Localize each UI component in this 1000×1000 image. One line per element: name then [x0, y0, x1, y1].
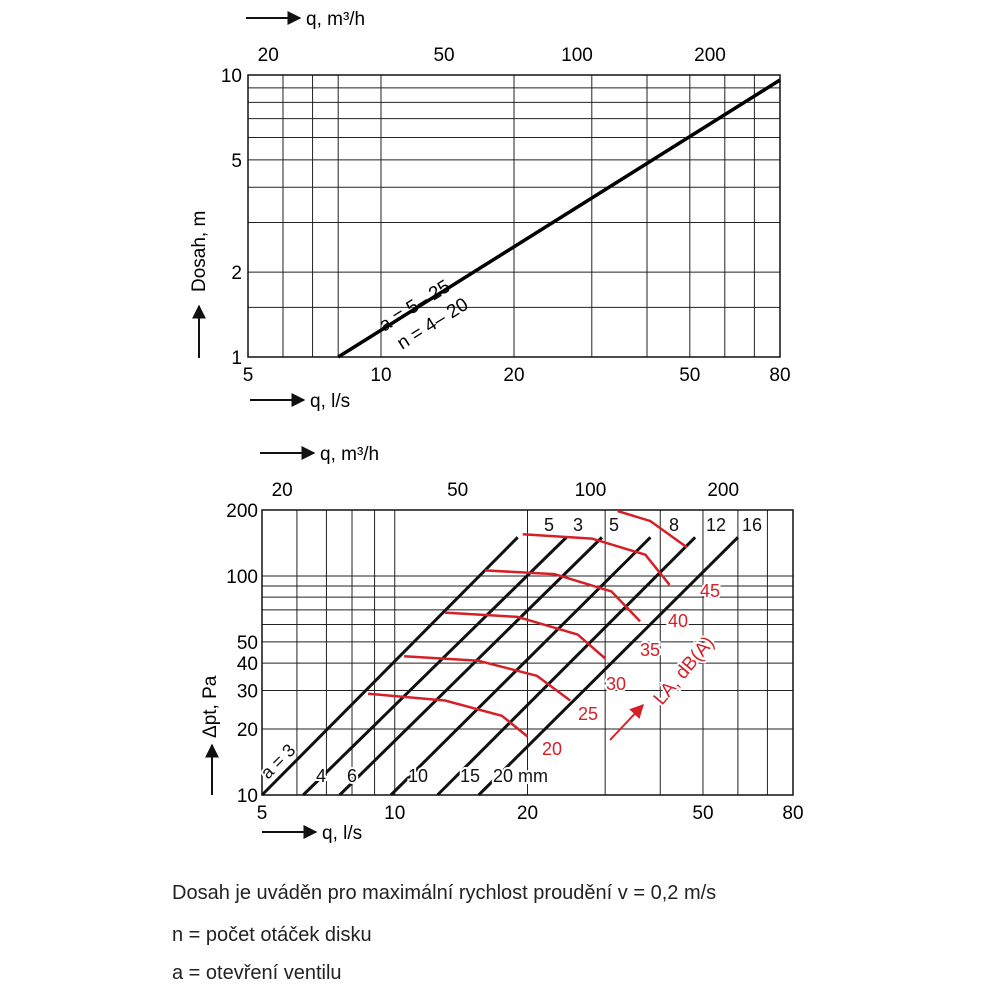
- top-tick-label: 100: [575, 480, 607, 501]
- sound-curve-30: [444, 611, 607, 660]
- opening-top-label: 5: [609, 515, 619, 535]
- note-range-condition: Dosah je uváděn pro maximální rychlost p…: [172, 882, 717, 904]
- opening-line-1: [302, 536, 568, 797]
- sound-curve-45: [617, 509, 688, 549]
- sound-curve-20: [367, 692, 529, 738]
- sound-axis-arrow: [609, 703, 644, 741]
- plot-frame: [261, 509, 794, 796]
- sound-curve-label: 40: [668, 611, 688, 631]
- opening-top-label: 5: [544, 515, 554, 535]
- sound-curve-label: 35: [640, 640, 660, 660]
- sound-curve-label: 45: [700, 581, 720, 601]
- opening-lines: a = 3 4 6 10 15 20 mm5 3 5 8 12 16: [255, 513, 764, 797]
- left-axis-label: Dosah, m: [189, 211, 210, 292]
- y-tick-label: 40: [237, 654, 258, 675]
- y-tick-label: 5: [231, 151, 242, 172]
- y-tick-label: 30: [237, 681, 258, 702]
- x-tick-label: 10: [384, 803, 405, 824]
- sound-curve-label: 25: [578, 704, 598, 724]
- top-axis-label: q, m³/h: [320, 444, 379, 465]
- top-tick-label: 50: [433, 45, 454, 66]
- opening-top-label: 3: [573, 515, 583, 535]
- top-tick-label: 100: [561, 45, 593, 66]
- opening-line-5: [477, 536, 739, 797]
- opening-top-label: 8: [669, 515, 679, 535]
- x-tick-label: 50: [692, 803, 713, 824]
- x-tick-label: 5: [243, 365, 254, 386]
- opening-line-3: [389, 536, 652, 797]
- top-tick-label: 200: [707, 480, 739, 501]
- x-tick-label: 80: [769, 365, 790, 386]
- y-tick-label: 2: [231, 263, 242, 284]
- y-tick-label: 200: [226, 501, 258, 522]
- x-tick-label: 5: [257, 803, 268, 824]
- bottom-axis-label: q, l/s: [322, 823, 362, 844]
- x-tick-label: 20: [503, 365, 524, 386]
- note-valve-opening: a = otevření ventilu: [172, 962, 342, 984]
- top-tick-label: 200: [694, 45, 726, 66]
- x-tick-label: 50: [679, 365, 700, 386]
- opening-label: 6: [347, 766, 357, 786]
- y-tick-label: 100: [226, 567, 258, 588]
- x-tick-label: 20: [517, 803, 538, 824]
- note-disk-speed: n = počet otáček disku: [172, 924, 372, 946]
- sound-curve-35: [484, 569, 642, 623]
- opening-line-2: [338, 536, 603, 797]
- x-tick-label: 10: [370, 365, 391, 386]
- top-tick-label: 20: [258, 45, 279, 66]
- top-axis-label: q, m³/h: [306, 9, 365, 30]
- y-tick-label: 1: [231, 348, 242, 369]
- y-tick-label: 10: [221, 66, 242, 87]
- range-chart: 5 10 20 50 80 20 50 100 200 1 2 5 10 q, m³/h q, l/s Dos…: [189, 9, 791, 412]
- opening-label: 15: [460, 766, 480, 786]
- opening-label: 4: [316, 766, 326, 786]
- sound-curve-40: [522, 532, 671, 586]
- opening-top-label: 16: [742, 515, 762, 535]
- y-tick-label: 10: [237, 786, 258, 807]
- left-axis-label: Δpt, Pa: [200, 675, 221, 738]
- opening-label: a = 3: [257, 740, 300, 783]
- y-tick-label: 50: [237, 633, 258, 654]
- sound-curve-25: [404, 654, 571, 702]
- sound-curve-label: 30: [606, 674, 626, 694]
- throw-line: [337, 78, 781, 359]
- opening-label: 10: [408, 766, 428, 786]
- top-tick-label: 50: [447, 480, 468, 501]
- opening-label: 20 mm: [493, 766, 548, 786]
- top-tick-label: 20: [272, 480, 293, 501]
- opening-top-label: 12: [706, 515, 726, 535]
- grid: [248, 75, 780, 357]
- x-tick-label: 80: [782, 803, 803, 824]
- y-tick-label: 20: [237, 720, 258, 741]
- bottom-axis-label: q, l/s: [310, 391, 350, 412]
- plot-frame: [247, 74, 781, 358]
- opening-line-4: [436, 536, 697, 797]
- opening-line-0: [260, 536, 519, 797]
- sound-curve-label: 20: [542, 739, 562, 759]
